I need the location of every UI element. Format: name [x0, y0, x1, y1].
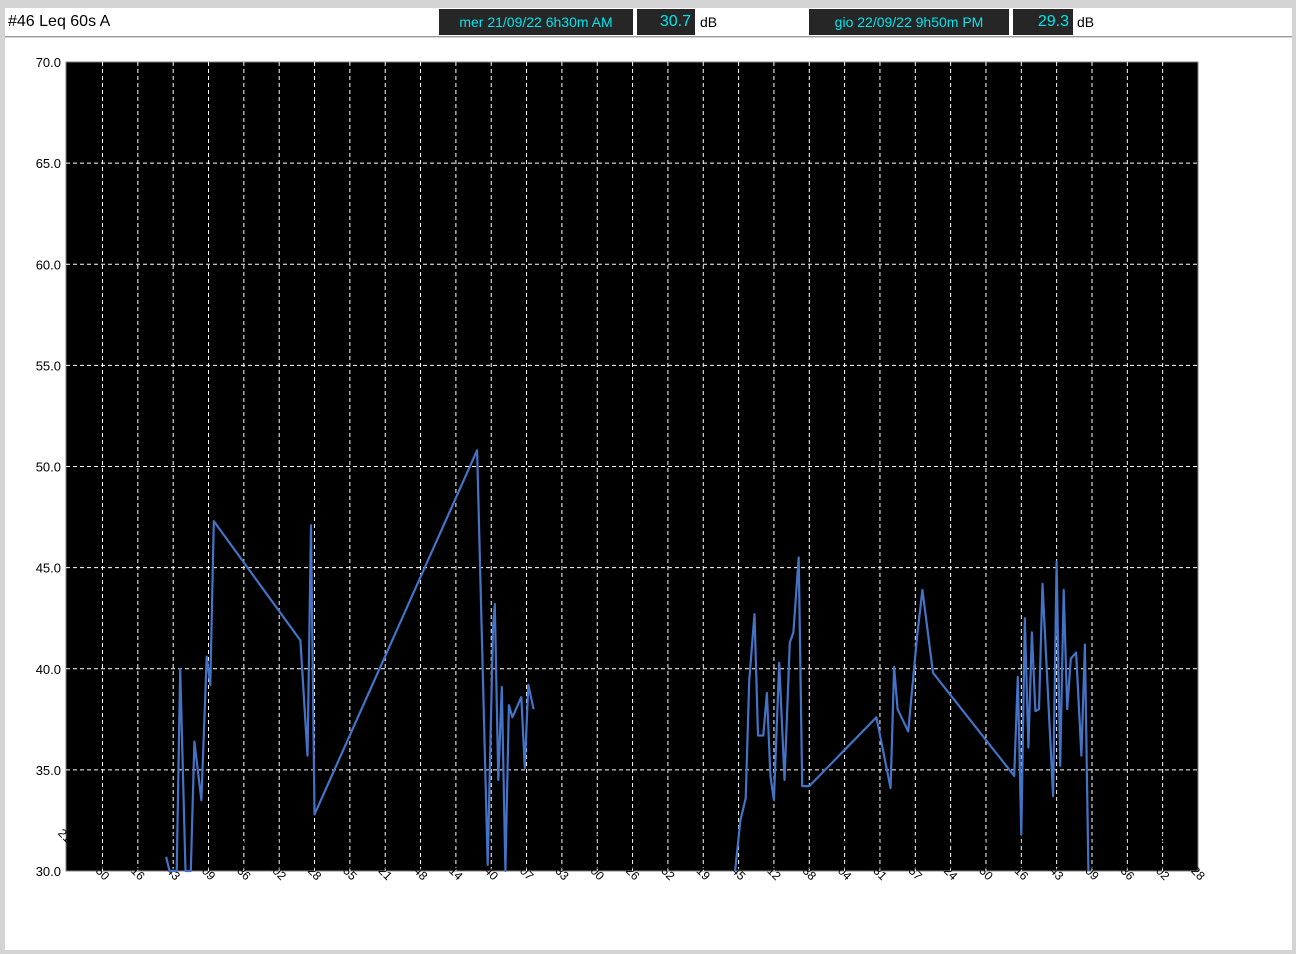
y-tick-label: 40.0: [36, 662, 61, 677]
y-tick-label: 35.0: [36, 763, 61, 778]
cursor2-unit-label: dB: [1077, 14, 1095, 30]
cursor2-date-readout: gio 22/09/22 9h50m PM: [809, 9, 1009, 35]
series-line: [165, 449, 535, 873]
plot-background: [65, 61, 1199, 872]
cursor1-unit-label: dB: [700, 14, 718, 30]
y-tick-label: 60.0: [36, 257, 61, 272]
series-line: [734, 556, 1090, 872]
cursor2-value-readout: 29.3: [1013, 9, 1073, 35]
plot-area: 30.0 35.0 40.0 45.0 50.0 55.0 60.0 65.0 70.0 21/9…: [5, 38, 1292, 950]
y-tick-label: 55.0: [36, 358, 61, 373]
cursor1-value-readout: 30.7: [637, 9, 695, 35]
cursor1-date-readout: mer 21/09/22 6h30m AM: [439, 9, 633, 35]
y-tick-label: 65.0: [36, 156, 61, 171]
y-tick-label: 30.0: [36, 864, 61, 879]
chart-header: #46 Leq 60s A mer 21/09/22 6h30m AM 30.7…: [5, 8, 1292, 37]
y-tick-label: 50.0: [36, 460, 61, 475]
line-chart[interactable]: 30.035.040.045.050.055.060.065.070.021/9…: [5, 38, 1292, 950]
y-tick-label: 45.0: [36, 561, 61, 576]
y-tick-label: 70.0: [36, 55, 61, 70]
chart-title: #46 Leq 60s A: [8, 13, 111, 30]
